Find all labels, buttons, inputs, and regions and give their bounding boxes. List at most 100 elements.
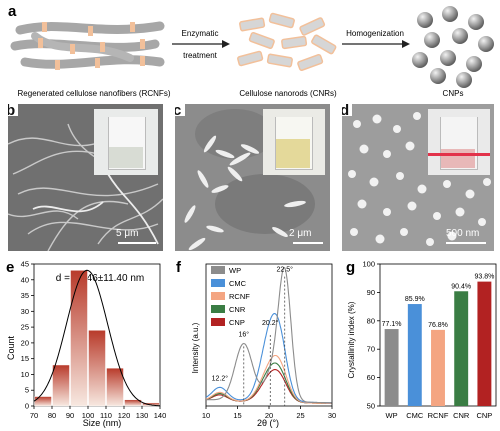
f-legend-label: WP — [229, 266, 241, 275]
g-ytick-label: 60 — [367, 373, 375, 382]
e-ytick-label: 5 — [25, 386, 29, 395]
e-histogram-bar — [70, 270, 88, 407]
f-peak-annotation: 20.2° — [262, 319, 279, 327]
arrow1-label-bottom: treatment — [183, 51, 218, 60]
e-xtick-label: 80 — [48, 411, 56, 420]
arrow1-label-top: Enzymatic — [182, 29, 219, 38]
e-ytick-label: 30 — [21, 307, 29, 316]
f-xlabel: 2θ (°) — [257, 418, 279, 428]
panel-a-schematic: a Enzymatic treatment Homogenization — [8, 3, 494, 98]
g-ytick-label: 90 — [367, 288, 375, 297]
g-ytick-label: 80 — [367, 316, 375, 325]
panel-f-xrd-chart: f Intensity (a.u.) 2θ (°) 12.2° 16° 20.2° 2… — [176, 259, 336, 428]
cnp-sphere-cluster — [412, 6, 494, 88]
f-legend-label: CNP — [229, 318, 245, 327]
panel-e-size-histogram: e Count Size (nm) d = 99.46±11.40 nm 70 8… — [6, 259, 167, 428]
g-value-label: 76.8% — [428, 322, 448, 329]
e-xtick-label: 70 — [30, 411, 38, 420]
f-legend-label: CMC — [229, 279, 247, 288]
beaker-clear-laser-icon — [428, 109, 490, 175]
e-xtick-label: 110 — [100, 411, 112, 420]
panel-label-b: b — [8, 104, 18, 119]
f-xtick-label: 15 — [233, 411, 241, 420]
e-ytick-label: 45 — [21, 260, 29, 269]
panel-c-sem-image: 2 μm c — [175, 104, 330, 251]
panel-label-a: a — [8, 3, 17, 20]
e-xtick-label: 100 — [82, 411, 95, 420]
cnr-rod-cluster — [237, 12, 337, 71]
g-ytick-label: 100 — [362, 260, 375, 269]
e-histogram-bar — [88, 330, 106, 407]
f-ylabel: Intensity (a.u.) — [191, 322, 200, 373]
panel-label-f: f — [176, 259, 182, 276]
e-histogram-bar — [52, 364, 70, 407]
f-peak-annotation: 22.5° — [277, 266, 294, 274]
g-bar-cnr — [454, 291, 469, 406]
label-rcnf: Regenerated cellulose nanofibers (RCNFs) — [18, 89, 171, 98]
e-xtick-label: 120 — [118, 411, 131, 420]
e-histogram-bar — [124, 399, 142, 407]
f-xtick-label: 20 — [265, 411, 273, 420]
g-ytick-label: 50 — [367, 402, 375, 411]
e-xtick-label: 140 — [154, 411, 167, 420]
label-cnp: CNPs — [443, 89, 464, 98]
g-bar-wp — [384, 329, 399, 406]
g-value-label: 90.4% — [451, 283, 471, 290]
e-xtick-label: 90 — [66, 411, 74, 420]
arrow2-label: Homogenization — [346, 29, 404, 38]
g-ylabel: Crystallinity index (%) — [347, 301, 356, 378]
panel-label-g: g — [346, 259, 355, 276]
scale-label-c: 2 μm — [289, 228, 312, 239]
g-bar-cnp — [477, 281, 492, 406]
f-legend-swatch — [211, 266, 225, 274]
e-histogram-bar — [106, 367, 124, 407]
panel-label-d: d — [342, 104, 352, 119]
e-gaussian-fit-curve — [33, 269, 161, 407]
panel-b-sem-image: 5 μm b — [8, 104, 163, 251]
f-legend-label: RCNF — [229, 292, 250, 301]
label-cnr: Cellulose nanorods (CNRs) — [239, 89, 337, 98]
f-peak-annotation: 16° — [239, 330, 250, 338]
f-peak-annotation: 12.2° — [212, 375, 229, 383]
e-xtick-label: 130 — [136, 411, 149, 420]
e-ytick-label: 25 — [21, 323, 29, 332]
g-bar-cmc — [407, 304, 422, 406]
e-ytick-label: 40 — [21, 275, 29, 284]
scale-label-b: 5 μm — [116, 228, 139, 239]
g-value-label: 77.1% — [382, 321, 402, 328]
g-ytick-label: 70 — [367, 345, 375, 354]
panel-label-c: c — [175, 104, 185, 119]
e-annotation: d = 99.46±11.40 nm — [56, 273, 144, 284]
f-legend-swatch — [211, 318, 225, 326]
g-category-label: CNP — [476, 411, 492, 420]
e-histogram-bar — [34, 396, 52, 407]
scale-label-d: 500 nm — [446, 228, 480, 239]
e-ylabel: Count — [6, 336, 16, 361]
f-series-line-wp — [206, 266, 332, 404]
scale-bar-c — [293, 242, 323, 244]
e-ytick-label: 10 — [21, 370, 29, 379]
panel-d-tem-image: 500 nm d — [342, 104, 494, 251]
g-value-label: 85.9% — [405, 296, 425, 303]
f-legend-swatch — [211, 279, 225, 287]
beaker-milky-suspension-icon — [94, 109, 158, 175]
g-category-label: RCNF — [428, 411, 449, 420]
f-xtick-label: 10 — [202, 411, 210, 420]
panel-label-e: e — [6, 259, 14, 276]
scale-bar-d — [446, 242, 486, 244]
g-category-label: CMC — [406, 411, 424, 420]
f-legend-swatch — [211, 292, 225, 300]
scale-bar-b — [118, 242, 156, 244]
panel-g-crystallinity-chart: g Crystallinity index (%) 77.1% WP 85.9% CM… — [346, 259, 497, 420]
e-ytick-label: 0 — [25, 402, 29, 411]
f-series-line-rcnf — [205, 354, 332, 405]
e-xlabel: Size (nm) — [83, 418, 122, 428]
g-category-label: CNR — [453, 411, 470, 420]
f-xtick-label: 30 — [328, 411, 336, 420]
f-legend-swatch — [211, 305, 225, 313]
f-series-line-cmc — [205, 313, 332, 404]
g-bar-rcnf — [431, 329, 445, 406]
e-ytick-label: 20 — [21, 338, 29, 347]
rcnf-fiber-bundle — [10, 21, 165, 70]
g-value-label: 93.8% — [474, 274, 494, 281]
